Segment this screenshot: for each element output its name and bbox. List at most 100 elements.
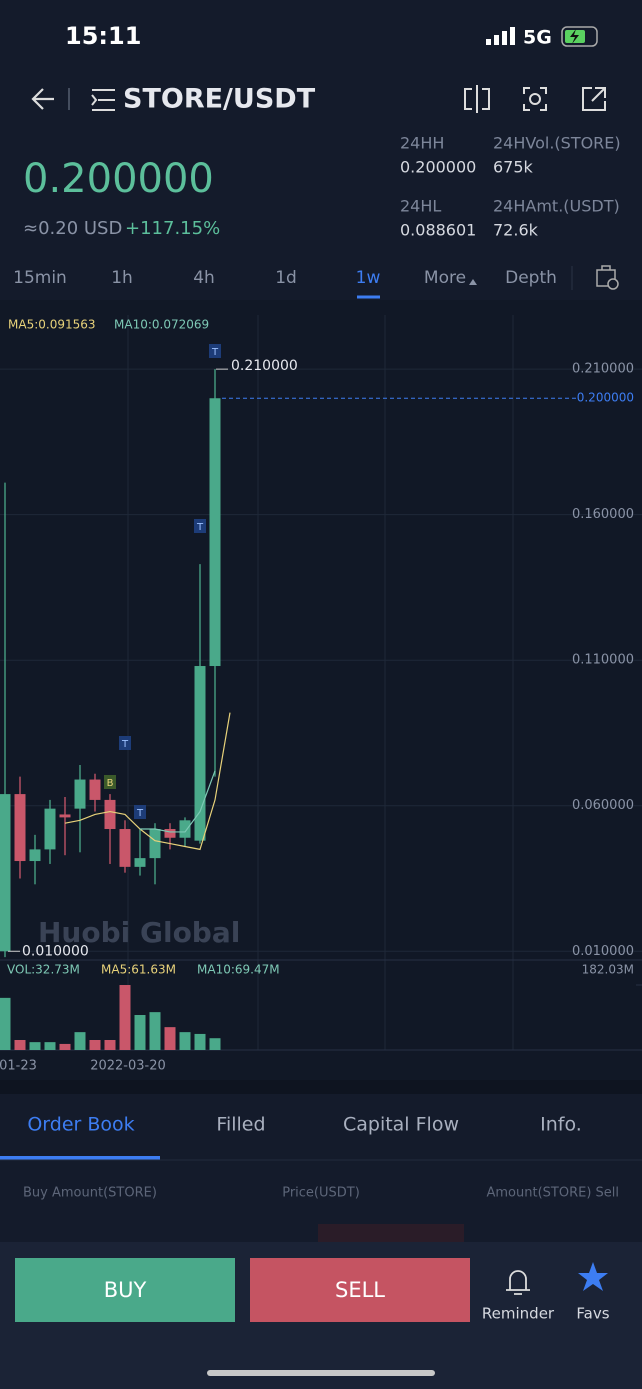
screenshot-icon[interactable]	[523, 87, 547, 111]
buy-button[interactable]	[15, 1258, 235, 1322]
buy-label[interactable]: BUY	[104, 1278, 147, 1302]
vol-ma10-label: MA10:69.47M	[197, 963, 280, 977]
volume-bar	[209, 1038, 221, 1050]
y-tick-label: 0.160000	[572, 507, 634, 522]
gear	[607, 278, 619, 290]
candle-body	[29, 849, 41, 862]
more-caret	[469, 279, 477, 285]
volume-bar	[89, 1040, 101, 1050]
stat-value: 0.088601	[400, 221, 476, 240]
favs-label[interactable]: Favs	[576, 1305, 609, 1323]
candle-body	[89, 779, 101, 800]
star-icon[interactable]	[578, 1262, 608, 1291]
stat-label: 24HVol.(STORE)	[493, 134, 621, 153]
y-tick-label: 0.060000	[572, 798, 634, 813]
back-button[interactable]	[31, 88, 54, 110]
column-header: Buy Amount(STORE)	[23, 1186, 157, 1201]
trade-marker-label: T	[121, 739, 129, 750]
volume-tick-label: 182.03M	[582, 963, 634, 977]
compare-icon[interactable]	[464, 85, 490, 113]
volume-bar	[134, 1015, 146, 1050]
column-header: Price(USDT)	[282, 1186, 360, 1201]
panel-tab[interactable]: Filled	[216, 1114, 265, 1136]
volume-bar	[44, 1042, 56, 1050]
ma5-line	[64, 712, 231, 851]
watermark: Huobi Global	[38, 916, 240, 949]
share-icon[interactable]	[582, 87, 606, 111]
screenshot-lens	[529, 93, 541, 105]
trade-marker	[104, 775, 116, 789]
menu-icon[interactable]	[91, 89, 115, 111]
interval-tab[interactable]: More	[424, 268, 466, 288]
time: 15:11	[65, 22, 141, 50]
candle-body	[119, 829, 131, 867]
candle-body	[74, 779, 86, 809]
x-tick-label: 2022-03-20	[90, 1059, 166, 1074]
trade-marker-label: T	[136, 808, 144, 819]
reminder-label[interactable]: Reminder	[482, 1305, 555, 1323]
x-tick-label: 01-23	[0, 1059, 37, 1074]
y-tick-label: 0.110000	[572, 653, 634, 668]
sell-button[interactable]	[250, 1258, 470, 1322]
interval-tab[interactable]: Depth	[505, 268, 557, 288]
high-label: 0.210000	[231, 358, 298, 374]
candle-body	[209, 398, 221, 667]
depth-hint	[318, 1224, 464, 1242]
trade-marker-label: T	[211, 347, 219, 358]
y-tick-label: 0.210000	[572, 362, 634, 377]
sell-label[interactable]: SELL	[335, 1278, 385, 1302]
stat-value: 0.200000	[400, 158, 476, 177]
volume-bar	[14, 1040, 26, 1050]
panel-tab[interactable]: Capital Flow	[343, 1114, 459, 1136]
candle-body	[44, 808, 56, 850]
volume-bar	[29, 1042, 41, 1050]
volume-bar	[0, 997, 11, 1050]
v-grid	[127, 315, 514, 1050]
trade-marker	[209, 344, 221, 358]
ma10-line	[140, 770, 216, 833]
volume-bar	[119, 985, 131, 1050]
stat-label: 24HH	[400, 134, 444, 153]
candle-body	[194, 666, 206, 841]
candle-body	[0, 794, 11, 952]
low-label: 0.010000	[22, 943, 89, 959]
last-price-label: 0.200000	[577, 391, 634, 405]
candle-body	[149, 829, 161, 859]
battery	[561, 26, 598, 47]
interval-tab[interactable]: 15min	[13, 268, 67, 288]
trade-marker-label: T	[196, 522, 204, 533]
trade-marker	[119, 736, 131, 750]
interval-tab[interactable]: 1h	[111, 268, 133, 288]
candle-body	[134, 858, 146, 867]
ma5-label: MA5:0.091563	[8, 318, 96, 332]
candle-body	[14, 794, 26, 862]
divider	[0, 1080, 642, 1094]
ma10-label: MA10:0.072069	[114, 318, 209, 332]
pair: STORE/USDT	[123, 84, 316, 115]
bell-icon[interactable]	[506, 1270, 530, 1295]
candle-body	[164, 829, 176, 838]
stat-value: 675k	[493, 158, 534, 177]
interval-tab[interactable]: 4h	[193, 268, 215, 288]
stat-label: 24HL	[400, 197, 441, 216]
interval-tab[interactable]: 1w	[356, 268, 381, 288]
interval-tab[interactable]: 1d	[275, 268, 297, 288]
candle-body	[59, 814, 71, 818]
volume-bar	[59, 1043, 71, 1050]
change: +117.15%	[125, 218, 220, 239]
volume-bar	[104, 1040, 116, 1050]
chart-bg	[0, 300, 642, 1080]
vol-label: VOL:32.73M	[7, 963, 80, 977]
vol-ma5-label: MA5:61.63M	[101, 963, 176, 977]
candle-body	[104, 799, 116, 830]
y-tick-label: 0.010000	[572, 944, 634, 959]
network: 5G	[523, 27, 552, 49]
candle-body	[179, 820, 191, 838]
volume-bar	[164, 1027, 176, 1050]
panel-tab[interactable]: Order Book	[27, 1114, 134, 1136]
volume-bar	[149, 1012, 161, 1050]
panel-tab[interactable]: Info.	[540, 1114, 582, 1136]
home-indicator	[207, 1370, 435, 1376]
